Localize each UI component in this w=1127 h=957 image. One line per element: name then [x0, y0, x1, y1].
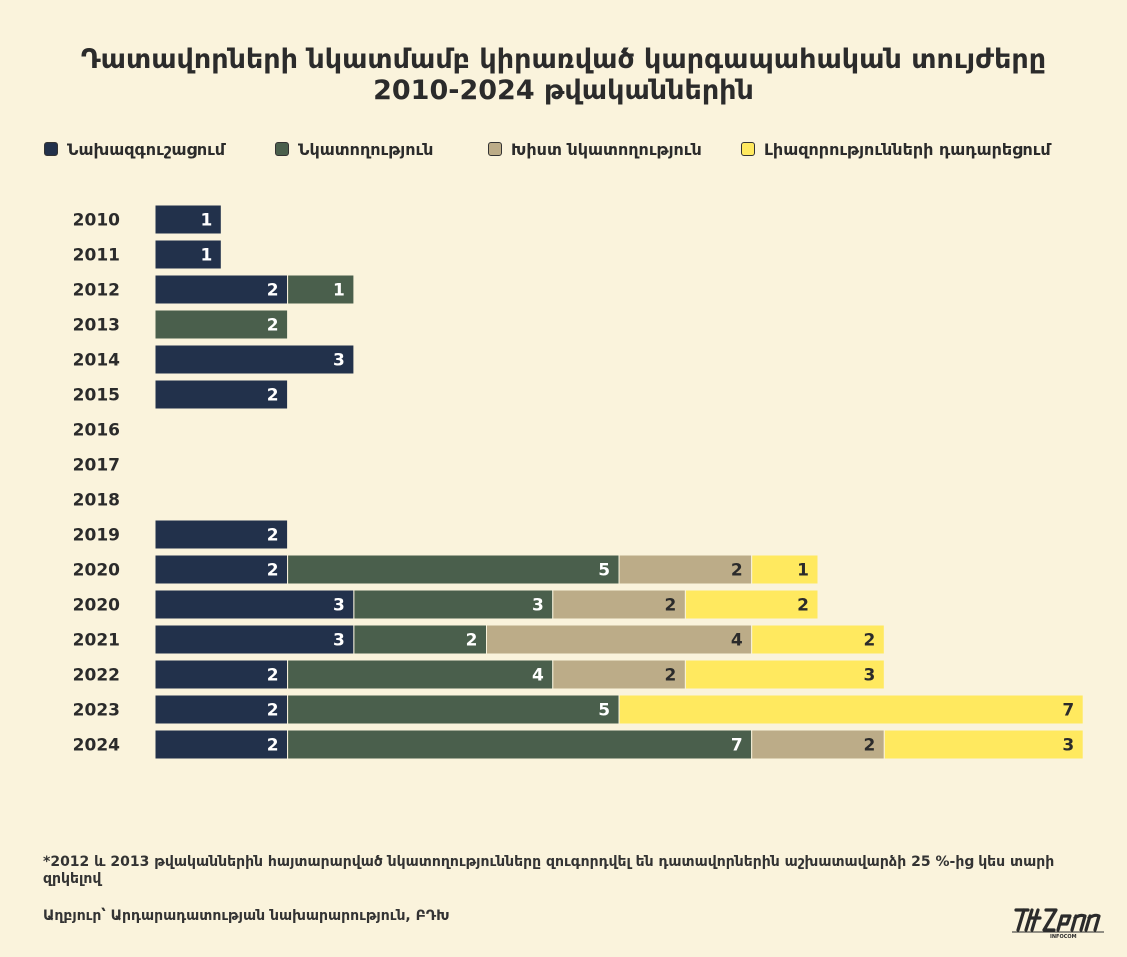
bar-value-label: 4: [731, 631, 743, 651]
bar-value-label: 3: [333, 596, 345, 616]
legend-label-severe-reprimand: Խիստ նկատողություն: [511, 139, 702, 159]
bar-value-label: 3: [863, 666, 875, 686]
bar-value-label: 7: [1062, 701, 1074, 721]
bar-warning: [154, 274, 289, 305]
year-label: 2012: [73, 281, 120, 301]
year-label: 2021: [73, 631, 120, 651]
year-label: 2020: [73, 561, 120, 581]
bar-value-label: 2: [267, 316, 279, 336]
legend-swatch-reprimand: [275, 142, 289, 156]
legend-swatch-severe-reprimand: [488, 142, 502, 156]
bar-termination: [618, 694, 1084, 725]
year-label: 2018: [73, 491, 120, 511]
legend-swatch-termination: [741, 142, 755, 156]
bar-warning: [154, 694, 289, 725]
bar-reprimand: [287, 659, 554, 690]
bar-severe-reprimand: [486, 624, 753, 655]
bar-value-label: 1: [797, 561, 809, 581]
logo-text: INFOCOM: [1050, 934, 1077, 940]
bar-value-label: 2: [665, 666, 677, 686]
chart-title-line2: 2010-2024 թվականներին: [373, 75, 754, 106]
chart-legend: Նախազգուշացում Նկատողություն Խիստ նկատող…: [44, 137, 1089, 161]
bar-warning: [154, 239, 222, 270]
bar-value-label: 1: [200, 246, 212, 266]
bar-warning: [154, 624, 355, 655]
bar-value-label: 3: [333, 351, 345, 371]
bar-value-label: 2: [267, 386, 279, 406]
bar-value-label: 5: [598, 561, 610, 581]
year-label: 2011: [73, 246, 120, 266]
bar-value-label: 2: [797, 596, 809, 616]
year-label: 2020: [73, 596, 120, 616]
bar-warning: [154, 519, 289, 550]
bar-warning: [154, 204, 222, 235]
bar-value-label: 2: [267, 281, 279, 301]
bar-reprimand: [287, 554, 620, 585]
bar-reprimand: [287, 729, 753, 760]
year-label: 2014: [73, 351, 120, 371]
bar-value-label: 2: [267, 666, 279, 686]
legend-item-termination: Լիազորությունների դադարեցում: [741, 137, 1051, 161]
legend-label-warning: Նախազգուշացում: [67, 139, 226, 159]
source-note: Աղբյուր՝ Արդարադատության նախարարություն,…: [43, 908, 450, 924]
bar-severe-reprimand: [618, 554, 753, 585]
bar-termination: [883, 729, 1084, 760]
year-label: 2010: [73, 211, 120, 231]
year-label: 2016: [73, 421, 120, 441]
bar-value-label: 2: [863, 631, 875, 651]
bar-value-label: 2: [267, 736, 279, 756]
bar-reprimand: [287, 274, 355, 305]
bar-value-label: 3: [532, 596, 544, 616]
bar-value-label: 1: [333, 281, 345, 301]
bar-termination: [684, 659, 885, 690]
footnote: *2012 և 2013 թվականներին հայտարարված նկա…: [43, 854, 1055, 887]
year-label: 2024: [73, 736, 120, 756]
chart-title: Դատավորների նկատմամբ կիրառված կարգապահակ…: [0, 44, 1127, 106]
legend-item-reprimand: Նկատողություն: [275, 137, 433, 161]
bar-severe-reprimand: [552, 659, 686, 690]
bar-value-label: 3: [333, 631, 345, 651]
bar-value-label: 2: [267, 561, 279, 581]
bar-value-label: 2: [731, 561, 743, 581]
year-label: 2022: [73, 666, 120, 686]
bar-value-label: 3: [1062, 736, 1074, 756]
bar-severe-reprimand: [552, 589, 686, 620]
bar-value-label: 2: [267, 701, 279, 721]
year-label: 2019: [73, 526, 120, 546]
bar-warning: [154, 729, 289, 760]
bar-value-label: 2: [665, 596, 677, 616]
legend-label-termination: Լիազորությունների դադարեցում: [764, 139, 1051, 159]
bar-reprimand: [154, 309, 289, 340]
bar-warning: [154, 379, 289, 410]
year-label: 2023: [73, 701, 120, 721]
bar-value-label: 1: [200, 211, 212, 231]
bar-value-label: 7: [731, 736, 743, 756]
bar-value-label: 5: [598, 701, 610, 721]
bar-termination: [751, 624, 885, 655]
chart-title-line1: Դատավորների նկատմամբ կիրառված կարգապահակ…: [80, 44, 1047, 75]
bar-value-label: 2: [267, 526, 279, 546]
bar-reprimand: [287, 694, 620, 725]
infocom-logo: INFOCOM: [1012, 908, 1104, 940]
stacked-bar-chart: 2010 1 2011 1 2012 2 1 2013 2 2014 3 2015 2 2016 2017 2…: [73, 204, 1084, 760]
bar-value-label: 4: [532, 666, 544, 686]
bar-warning: [154, 589, 355, 620]
bar-value-label: 2: [466, 631, 478, 651]
bar-value-label: 2: [863, 736, 875, 756]
legend-item-warning: Նախազգուշացում: [44, 137, 225, 161]
year-label: 2017: [73, 456, 120, 476]
legend-item-severe-reprimand: Խիստ նկատողություն: [488, 137, 702, 161]
legend-label-reprimand: Նկատողություն: [298, 139, 434, 159]
bar-warning: [154, 554, 289, 585]
year-label: 2015: [73, 386, 120, 406]
bar-termination: [684, 589, 819, 620]
legend-swatch-warning: [44, 142, 58, 156]
bar-termination: [751, 554, 819, 585]
bar-severe-reprimand: [751, 729, 885, 760]
bar-reprimand: [353, 589, 554, 620]
bar-reprimand: [353, 624, 487, 655]
bar-warning: [154, 344, 355, 375]
year-label: 2013: [73, 316, 120, 336]
